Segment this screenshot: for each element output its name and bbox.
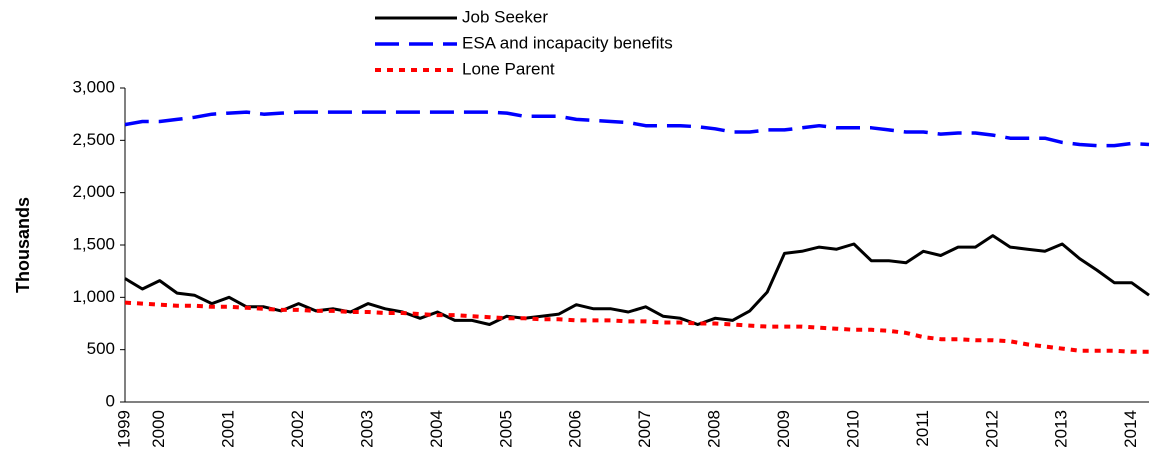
x-tick-label: 2000 (149, 410, 168, 448)
legend-label: ESA and incapacity benefits (462, 33, 673, 52)
y-tick-label: 500 (87, 339, 115, 358)
x-tick-label: 2002 (288, 410, 307, 448)
y-tick-label: 1,000 (72, 287, 115, 306)
x-tick-label: 2003 (357, 410, 376, 448)
data-line (124, 234, 1150, 326)
x-tick-label: 2014 (1121, 410, 1140, 448)
x-tick-label: 2011 (913, 410, 932, 447)
y-tick-label: 3,000 (72, 77, 115, 96)
y-tick-label: 1,500 (72, 234, 115, 253)
legend-label: Job Seeker (462, 7, 548, 26)
x-tick-label: 1999 (114, 410, 133, 448)
x-tick-label: 2001 (219, 410, 238, 448)
y-axis-title: Thousands (13, 197, 33, 293)
legend-label: Lone Parent (462, 59, 555, 78)
x-tick-label: 2008 (705, 410, 724, 448)
y-tick-label: 0 (106, 391, 115, 410)
data-line (124, 110, 1150, 148)
x-tick-label: 2009 (774, 410, 793, 448)
x-tick-label: 2005 (496, 410, 515, 448)
x-tick-label: 2012 (982, 410, 1001, 448)
x-tick-label: 2013 (1052, 410, 1071, 448)
x-tick-label: 2006 (566, 410, 585, 448)
x-tick-label: 2010 (843, 410, 862, 448)
y-tick-label: 2,000 (72, 182, 115, 201)
x-tick-label: 2004 (427, 410, 446, 448)
x-tick-label: 2007 (635, 410, 654, 448)
data-line (124, 300, 1149, 354)
y-tick-label: 2,500 (72, 130, 115, 149)
